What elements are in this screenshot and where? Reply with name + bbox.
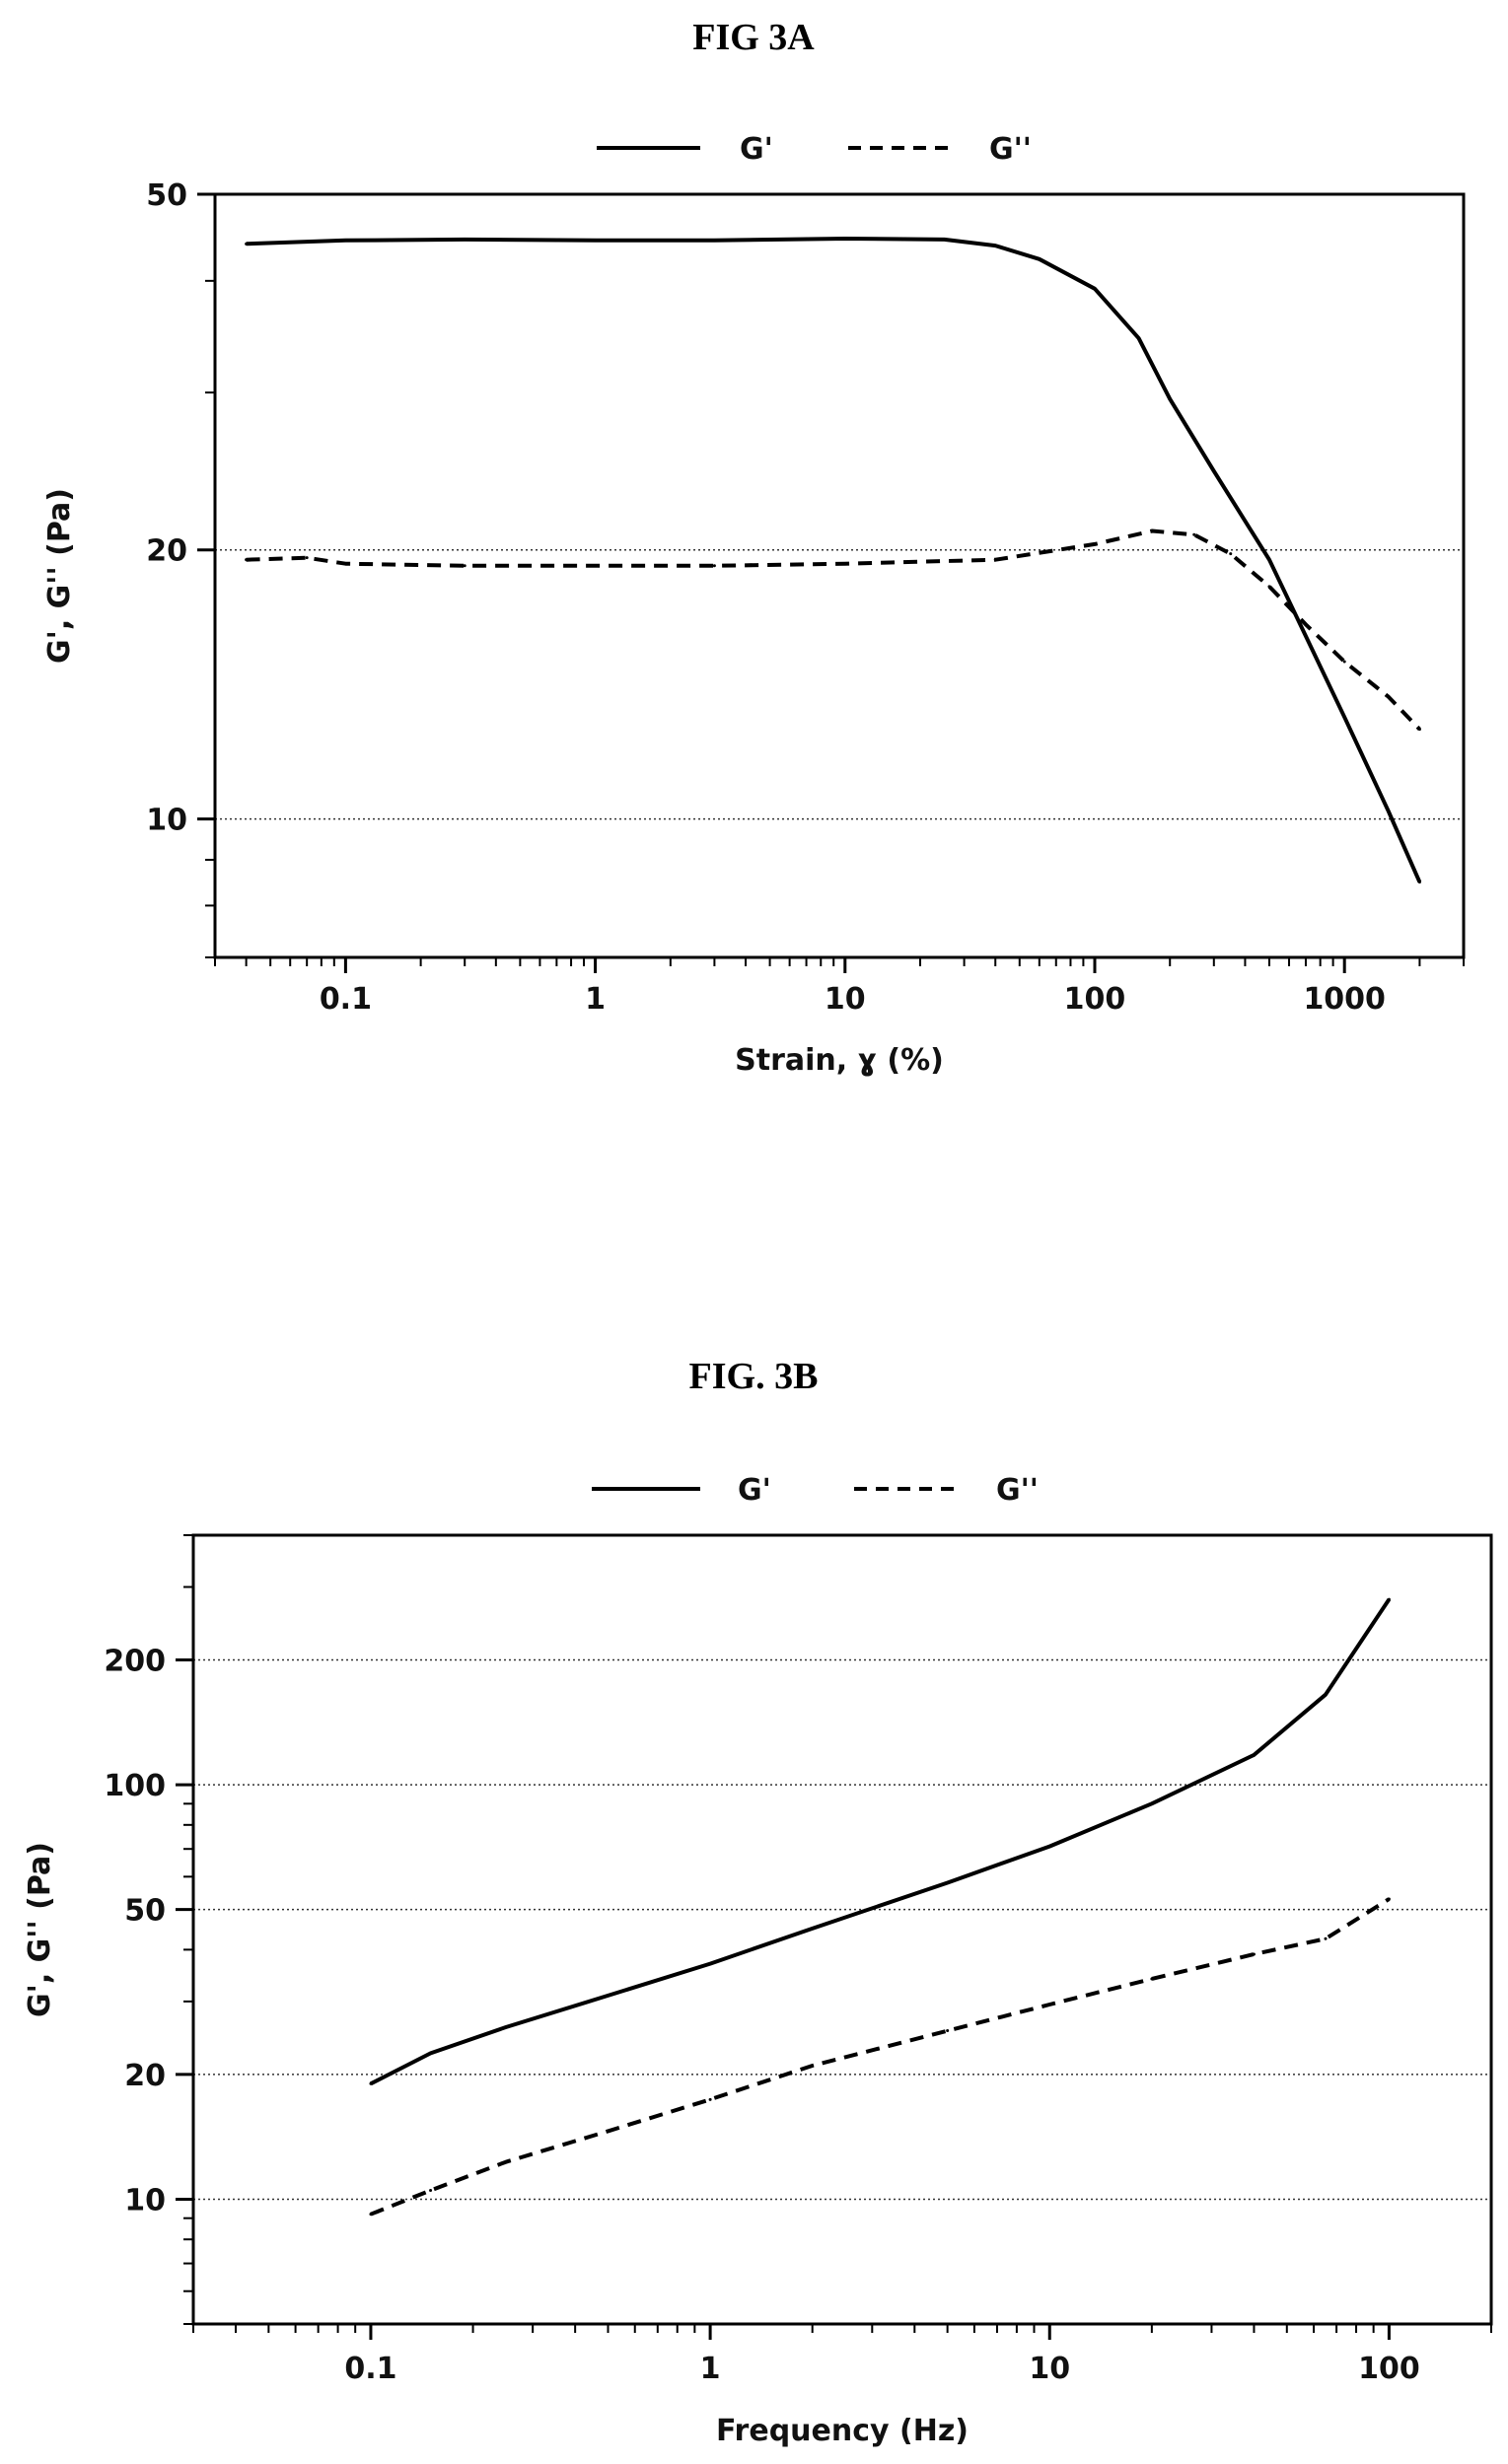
data-point xyxy=(843,237,847,241)
series-line-g-double-prime xyxy=(246,528,1421,731)
data-point xyxy=(245,242,249,246)
data-point xyxy=(712,564,716,568)
data-point xyxy=(708,1962,712,1966)
data-point xyxy=(1192,532,1196,536)
data-point xyxy=(1324,1936,1328,1940)
data-point xyxy=(1417,728,1421,732)
data-point xyxy=(1387,1597,1391,1601)
data-point xyxy=(1212,469,1216,473)
legend-label: G' xyxy=(740,132,773,167)
data-point xyxy=(708,2097,712,2101)
x-tick-label: 100 xyxy=(1064,982,1126,1017)
y-tick-label: 20 xyxy=(146,534,187,569)
series-line-g-prime xyxy=(369,1597,1392,2086)
data-point xyxy=(1387,1897,1391,1901)
data-point xyxy=(943,238,947,242)
x-tick-label: 1 xyxy=(700,2352,721,2386)
data-point xyxy=(1038,257,1041,261)
y-tick-label: 10 xyxy=(146,804,187,838)
data-point xyxy=(1342,660,1346,664)
data-point xyxy=(1267,558,1271,562)
data-point xyxy=(843,562,847,566)
plot-frame xyxy=(191,1533,1493,2326)
figure-title: FIG 3A xyxy=(692,17,815,58)
data-point xyxy=(463,564,467,568)
y-tick-label: 50 xyxy=(146,178,187,213)
data-point xyxy=(504,2025,508,2029)
data-point xyxy=(1229,552,1233,556)
data-point xyxy=(594,564,598,568)
x-tick-label: 0.1 xyxy=(344,2352,396,2386)
data-point xyxy=(1150,1801,1154,1805)
x-tick-label: 100 xyxy=(1358,2352,1420,2386)
data-point xyxy=(429,2189,433,2193)
data-point xyxy=(429,2051,433,2055)
data-point xyxy=(606,2129,610,2133)
legend-label: G'' xyxy=(996,1473,1039,1508)
data-point xyxy=(946,1881,950,1885)
series-line-g-double-prime xyxy=(370,1897,1391,2217)
data-point xyxy=(1150,529,1154,533)
x-tick-label: 0.1 xyxy=(320,982,372,1017)
data-point xyxy=(1150,1977,1154,1981)
data-point xyxy=(463,238,467,242)
y-tick-label: 50 xyxy=(124,1894,166,1929)
data-point xyxy=(1387,810,1391,813)
x-tick-label: 1 xyxy=(585,982,606,1017)
data-point xyxy=(594,239,598,243)
data-point xyxy=(369,2213,373,2217)
y-tick-label: 200 xyxy=(104,1645,166,1679)
data-point xyxy=(1304,622,1308,626)
figure-title: FIG. 3B xyxy=(689,1356,819,1397)
data-point xyxy=(1252,1753,1256,1757)
data-point xyxy=(343,239,347,243)
fig-3b-chart: FIG. 3B G' G'' 0.1 1 10 100 10 20 50 100 200 Frequen… xyxy=(23,1356,1493,2448)
data-point xyxy=(1252,1952,1256,1956)
data-point xyxy=(305,556,309,560)
x-tick-label: 10 xyxy=(1029,2352,1070,2386)
data-point xyxy=(1047,2003,1051,2006)
data-point xyxy=(343,562,347,566)
data-point xyxy=(712,239,716,243)
data-point xyxy=(1093,542,1097,546)
data-point xyxy=(1417,880,1421,884)
data-point xyxy=(946,2029,950,2033)
y-axis-title: G', G'' (Pa) xyxy=(42,488,77,664)
x-axis-title: Frequency (Hz) xyxy=(716,2414,969,2448)
data-point xyxy=(504,2160,508,2164)
data-point xyxy=(993,244,997,247)
data-point xyxy=(1093,287,1097,291)
data-point xyxy=(1267,585,1271,589)
data-point xyxy=(1168,397,1172,401)
y-tick-label: 10 xyxy=(124,2183,166,2218)
data-point xyxy=(811,1927,815,1931)
data-point xyxy=(606,1994,610,1998)
data-point xyxy=(1047,1845,1051,1849)
y-tick-label: 100 xyxy=(104,1769,166,1803)
y-axis-title: G', G'' (Pa) xyxy=(23,1842,57,2017)
x-tick-label: 10 xyxy=(825,982,866,1017)
data-point xyxy=(1324,1693,1328,1697)
data-point xyxy=(1387,695,1391,699)
plot-frame xyxy=(213,192,1466,959)
data-point xyxy=(1137,336,1141,340)
data-point xyxy=(811,2064,815,2068)
x-tick-label: 1000 xyxy=(1303,982,1386,1017)
legend-label: G'' xyxy=(989,132,1032,167)
data-point xyxy=(369,2081,373,2085)
series-line-g-prime xyxy=(246,237,1422,883)
legend-label: G' xyxy=(738,1473,771,1508)
data-point xyxy=(993,558,997,562)
data-point xyxy=(1342,715,1346,719)
y-tick-label: 20 xyxy=(124,2059,166,2093)
fig-3a-chart: FIG 3A G' G'' 0.1 1 10 100 1000 10 20 50 Strain, ɣ … xyxy=(42,17,1466,1078)
data-point xyxy=(245,558,249,562)
x-axis-title: Strain, ɣ (%) xyxy=(735,1043,944,1078)
